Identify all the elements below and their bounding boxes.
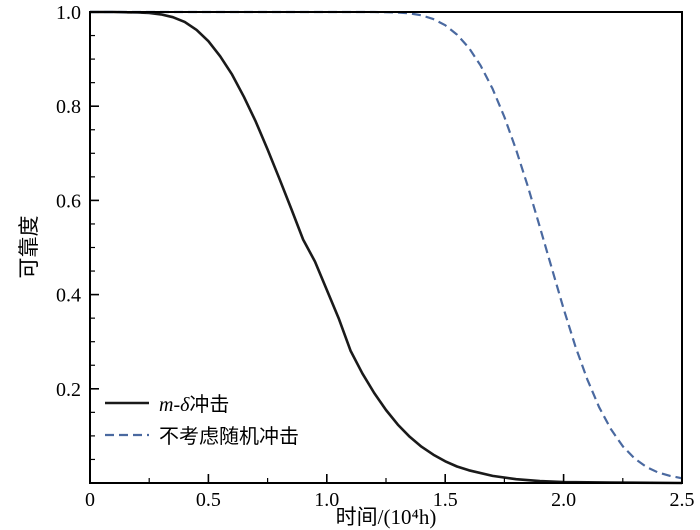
legend-label-solid: m-δ冲击 — [159, 388, 229, 417]
y-tick-label: 0.8 — [56, 96, 81, 118]
legend-entry-solid: m-δ冲击 — [104, 388, 299, 417]
legend-line-sample-dashed — [104, 428, 150, 442]
x-axis-label: 时间/(10⁴h) — [335, 505, 437, 529]
series-line-solid — [90, 10, 683, 485]
x-tick-label: 0 — [85, 489, 95, 511]
x-tick-label: 1.5 — [433, 489, 458, 511]
legend: m-δ冲击 不考虑随机冲击 — [104, 388, 299, 449]
legend-label-rest-part: 冲击 — [189, 394, 230, 416]
y-tick-label: 0.4 — [56, 285, 81, 307]
legend-label-italic-part: m-δ — [159, 394, 190, 416]
series-line-dashed — [90, 10, 683, 480]
legend-label-rest-part: 不考虑随机冲击 — [159, 426, 299, 448]
legend-entry-dashed: 不考虑随机冲击 — [104, 420, 299, 449]
x-tick-label: 0.5 — [196, 489, 221, 511]
x-tick-label: 2.0 — [551, 489, 576, 511]
x-tick-label: 2.5 — [670, 489, 695, 511]
y-tick-label: 0.2 — [56, 379, 81, 401]
x-tick-label: 1.0 — [314, 489, 339, 511]
y-tick-label: 1.0 — [56, 2, 81, 24]
y-tick-label: 0.6 — [56, 190, 81, 212]
legend-label-dashed: 不考虑随机冲击 — [159, 420, 299, 449]
legend-line-sample-solid — [104, 396, 150, 410]
y-axis-label: 可靠度 — [17, 215, 41, 279]
